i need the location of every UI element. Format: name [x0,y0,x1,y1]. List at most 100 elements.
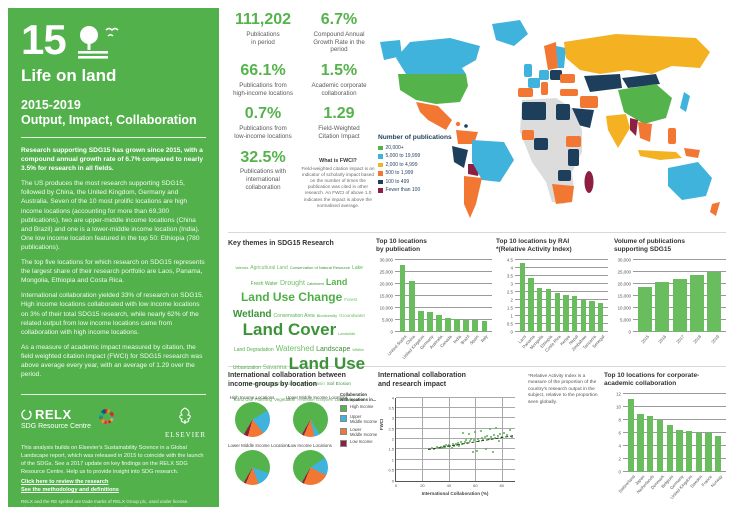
map-legend-title: Number of publications [378,134,452,141]
bar [426,311,433,333]
y-axis-tick: 1.5 [388,446,394,452]
pie-legend-item: Upper Middle Income [340,414,380,425]
bar [672,278,687,333]
stat-value: 1.29 [323,105,355,123]
data-point [439,445,442,448]
data-point [484,448,487,451]
bar [445,317,451,333]
wordcloud-term: Freshwater Ecosystem [297,397,333,402]
y-axis-tick: 0.5 [388,467,394,473]
divider [21,137,206,138]
legend-swatch [340,415,347,423]
x-axis-label: Italy [480,334,490,344]
fwci-note-title: What is FWCI? [319,158,357,164]
y-axis-tick: 1.5 [506,305,513,311]
bars [633,260,726,333]
legend-swatch [378,171,383,176]
y-axis-tick: 4 [510,265,513,271]
pie-label: Upper Middle Income Locations [286,394,348,400]
map-legend-item: 100 to 499 [378,179,454,185]
y-axis-tick: 30,000 [379,257,393,263]
collaboration-impact-scatter: International collaboration and research… [378,372,524,496]
y-axis-tick: 20,000 [617,281,631,287]
stat-card: 6.7% Compound Annual Growth Rate in the p… [304,11,374,54]
stat-label: Academic corporate collaboration [311,81,367,97]
data-point [435,446,438,449]
gridline [515,259,608,261]
gridline [515,267,608,269]
data-point [461,442,464,445]
elsevier-name: ELSEVIER [164,431,206,440]
bar [528,277,534,333]
gridline [515,323,608,325]
pie-legend-item: High Income [340,404,380,413]
data-point [473,439,475,442]
wordcloud-term: Conservation Area [273,312,315,319]
gridline [396,406,515,408]
bar [705,433,712,473]
pie-label: Low Income Locations [288,442,332,448]
wordcloud-term: Fresh Water [250,280,278,287]
data-point [463,441,466,444]
y-axis-tick: 4 [391,395,394,400]
legend-label: 5,000 to 19,999 [385,153,421,160]
bar [666,424,673,473]
data-point [446,445,449,448]
bar [647,416,654,473]
wordcloud-term: Soil Erosion [326,380,351,386]
gridline [396,396,515,398]
bar [715,435,722,473]
y-axis-tick: 0 [390,329,393,335]
sdg-goal-number: 15 [21,16,67,63]
x-axis-tick: 20 [420,482,425,488]
stat-label: Publications from low-income locations [234,125,292,140]
stat-value: 66.1% [240,62,286,80]
y-axis-tick: 4 [618,443,621,449]
fwci-note-body: Field-weighted citation impact is an ind… [301,166,375,208]
data-point [469,440,472,443]
y-axis-tick: 2 [618,456,621,462]
gridline [515,299,608,301]
bar [408,280,415,333]
bar [676,430,683,473]
wordcloud-term: Land Management [334,397,365,402]
bars [515,260,608,333]
wordcloud-term: River Basin [301,380,325,386]
y-axis-tick: 15,000 [617,293,631,299]
bar [519,263,526,333]
pie [292,401,328,437]
scatter-xlabel: International Collaboration (%) [421,490,489,496]
chart-corporate-academic: Top 10 locations for corporate- academic… [604,372,726,500]
pies-title: International collaboration between inco… [228,372,346,388]
data-point [449,445,452,448]
y-axis-tick: 3.5 [388,405,394,411]
world-map-svg [380,20,720,218]
x-axis-label: 2016 [657,334,668,345]
stat-value: 0.7% [244,105,282,123]
review-research-link[interactable]: Click here to review the research [21,479,109,486]
data-point [457,441,460,444]
legend-swatch [378,154,383,159]
y-axis-tick: 6 [618,430,621,436]
data-point [488,428,491,431]
gridline [623,419,726,421]
data-point [487,437,490,440]
wordcloud-term: Vegetation [273,396,296,402]
data-point [499,433,502,436]
chart-top10-rai: Top 10 locations by RAI *(Relative Activ… [496,238,608,358]
chart-title: Top 10 locations by RAI *(Relative Activ… [496,238,572,254]
pie-label: High Income Locations [229,394,275,400]
data-point [498,439,501,442]
y-axis-tick: 25,000 [617,269,631,275]
methodology-link[interactable]: See the methodology and definitions [21,487,119,494]
stat-card: 111,202 Publications in period [228,11,298,54]
gridline [501,397,503,481]
goal-header: 15 [21,16,206,63]
world-map: Number of publications 20,000+ 5,000 to 1… [376,8,726,226]
data-point [508,429,511,432]
bar [655,281,670,333]
pie-label: Lower Middle Income Locations [228,442,290,448]
legend-label: Lower Middle Income [350,426,378,437]
data-point [492,434,495,437]
stat-label: Publications from high-income locations [233,81,293,97]
